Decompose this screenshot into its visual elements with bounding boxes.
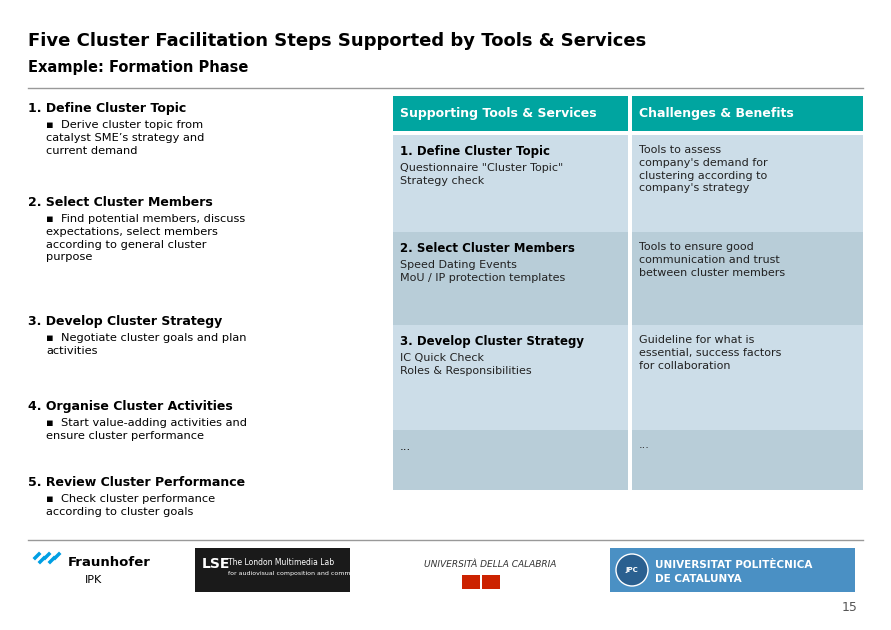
Text: JPC: JPC (625, 567, 638, 573)
Text: Speed Dating Events
MoU / IP protection templates: Speed Dating Events MoU / IP protection … (400, 260, 565, 283)
Text: Supporting Tools & Services: Supporting Tools & Services (400, 107, 597, 120)
Bar (393, 96, 628, 131)
Text: 3. Develop Cluster Strategy: 3. Develop Cluster Strategy (400, 335, 584, 348)
Text: 15: 15 (842, 601, 858, 614)
Text: Fraunhofer: Fraunhofer (68, 556, 151, 570)
Text: 1. Define Cluster Topic: 1. Define Cluster Topic (400, 145, 550, 158)
Text: 2. Select Cluster Members: 2. Select Cluster Members (400, 242, 575, 255)
Text: UNIVERSITÀ DELLA CALABRIA: UNIVERSITÀ DELLA CALABRIA (424, 560, 556, 569)
Text: Example: Formation Phase: Example: Formation Phase (28, 60, 249, 75)
Text: for audiovisual composition and communication: for audiovisual composition and communic… (228, 571, 380, 576)
Text: DE CATALUNYA: DE CATALUNYA (655, 574, 741, 584)
Text: 3. Develop Cluster Strategy: 3. Develop Cluster Strategy (28, 315, 222, 328)
Text: Tools to ensure good
communication and trust
between cluster members: Tools to ensure good communication and t… (639, 242, 785, 278)
Text: LSE: LSE (202, 557, 231, 571)
Bar (462, 575, 480, 589)
Text: Questionnaire "Cluster Topic"
Strategy check: Questionnaire "Cluster Topic" Strategy c… (400, 163, 563, 186)
Text: 2. Select Cluster Members: 2. Select Cluster Members (28, 196, 213, 209)
Text: ▪  Check cluster performance
according to cluster goals: ▪ Check cluster performance according to… (46, 494, 215, 517)
Text: Five Cluster Facilitation Steps Supported by Tools & Services: Five Cluster Facilitation Steps Supporte… (28, 32, 646, 50)
Bar (393, 232, 628, 325)
Text: Challenges & Benefits: Challenges & Benefits (639, 107, 794, 120)
Text: The London Multimedia Lab: The London Multimedia Lab (228, 558, 334, 567)
Text: Tools to assess
company's demand for
clustering according to
company's strategy: Tools to assess company's demand for clu… (639, 145, 768, 193)
Bar (632, 135, 863, 232)
Text: IPK: IPK (85, 575, 102, 585)
Bar (393, 430, 628, 490)
Text: ▪  Start value-adding activities and
ensure cluster performance: ▪ Start value-adding activities and ensu… (46, 418, 247, 441)
Text: ▪  Find potential members, discuss
expectations, select members
according to gen: ▪ Find potential members, discuss expect… (46, 214, 245, 263)
Bar (195, 548, 350, 592)
Text: ...: ... (400, 440, 412, 453)
Text: ▪  Negotiate cluster goals and plan
activities: ▪ Negotiate cluster goals and plan activ… (46, 333, 247, 356)
Text: Guideline for what is
essential, success factors
for collaboration: Guideline for what is essential, success… (639, 335, 781, 370)
Text: UNIVERSITAT POLITÈCNICA: UNIVERSITAT POLITÈCNICA (655, 560, 813, 570)
Circle shape (616, 554, 648, 586)
Bar (632, 430, 863, 490)
Text: ...: ... (639, 440, 650, 450)
Text: 4. Organise Cluster Activities: 4. Organise Cluster Activities (28, 400, 233, 413)
Bar (482, 575, 500, 589)
Bar (393, 135, 628, 232)
Bar (610, 548, 855, 592)
Bar (393, 325, 628, 430)
Text: 1. Define Cluster Topic: 1. Define Cluster Topic (28, 102, 186, 115)
Text: 5. Review Cluster Performance: 5. Review Cluster Performance (28, 476, 245, 489)
Text: ▪  Derive cluster topic from
catalyst SME’s strategy and
current demand: ▪ Derive cluster topic from catalyst SME… (46, 120, 204, 156)
Bar (632, 325, 863, 430)
Bar (632, 232, 863, 325)
Bar (632, 96, 863, 131)
Text: IC Quick Check
Roles & Responsibilities: IC Quick Check Roles & Responsibilities (400, 353, 532, 376)
